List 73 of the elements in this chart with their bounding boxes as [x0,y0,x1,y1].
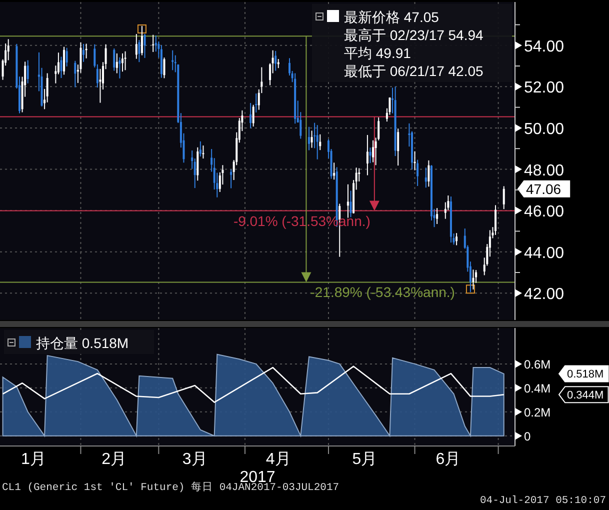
candlestick [135,34,138,60]
y-tick-label: 0 [524,429,531,444]
candlestick [230,168,232,189]
candlestick [456,232,458,246]
candlestick [428,160,430,188]
candlestick [319,134,322,151]
candlestick [416,159,419,186]
candlestick [121,52,124,72]
x-tick-label: 2月 [102,451,127,468]
annotation: -21.89% (-53.43%ann.) [310,284,455,300]
candlestick [60,56,62,78]
candlestick [308,126,310,151]
text: 04-Jul-2017 05:10:07 [480,495,606,507]
candlestick [397,128,400,166]
candlestick [250,102,252,129]
text: 0.344M [567,390,604,402]
candlestick [140,25,143,56]
candlestick [26,60,29,84]
candlestick [436,208,438,224]
candlestick [138,39,140,63]
y-tick-label: 54.00 [524,38,564,56]
y-tick-label: 48.00 [524,162,564,180]
x-tick-label: 1月 [20,451,46,468]
x-tick-label: 5月 [352,451,378,468]
candlestick [152,34,154,52]
annotation: 最高于 02/23/17 54.94 [344,27,484,43]
candlestick [113,48,116,72]
candlestick [196,146,199,182]
candlestick [316,124,318,160]
candlestick [424,167,427,188]
y-tick-label: 44.00 [524,244,564,262]
candlestick [274,50,277,72]
candlestick [124,50,126,71]
y-tick-label: 0.6M [524,357,551,372]
candlestick [144,34,146,58]
x-tick-label: 3月 [182,451,208,468]
candlestick [494,204,497,236]
legend-label: 持仓量 0.518M [36,335,129,351]
text: 0.518M [567,368,604,381]
candlestick [366,134,368,176]
x-tick-label: 4月 [266,451,291,468]
text: 47.06 [526,180,562,197]
candlestick [502,186,505,210]
candlestick [172,50,174,71]
annotation: 最低于 06/21/17 42.05 [344,63,484,79]
annotation: 平均 49.91 [344,45,412,61]
y-tick-label: 50.00 [524,120,564,138]
legend-label: 最新价格 47.05 [344,9,440,25]
y-tick-label: 0.4M [524,381,551,396]
candlestick [310,130,313,148]
candlestick [74,60,76,88]
candlestick [66,47,68,67]
x-tick-label: 6月 [436,451,461,468]
line-series [2,366,505,403]
candlestick [163,57,166,79]
candlestick [202,145,204,160]
candlestick [372,140,374,163]
y-tick-label: 52.00 [524,80,564,97]
y-tick-label: 42.00 [524,286,564,304]
candlestick [333,162,336,180]
candlestick [314,122,316,149]
y-tick-label: 0.2M [524,405,551,420]
candlestick [369,147,372,164]
candlestick [472,269,474,290]
candlestick [199,140,202,157]
candlestick [252,104,254,128]
candlestick [99,68,102,104]
y-tick-label: 46.00 [524,204,564,221]
candlestick [116,52,118,74]
candlestick [255,92,258,113]
candlestick [63,46,66,76]
candlestick [82,43,85,62]
candlestick [118,56,121,79]
